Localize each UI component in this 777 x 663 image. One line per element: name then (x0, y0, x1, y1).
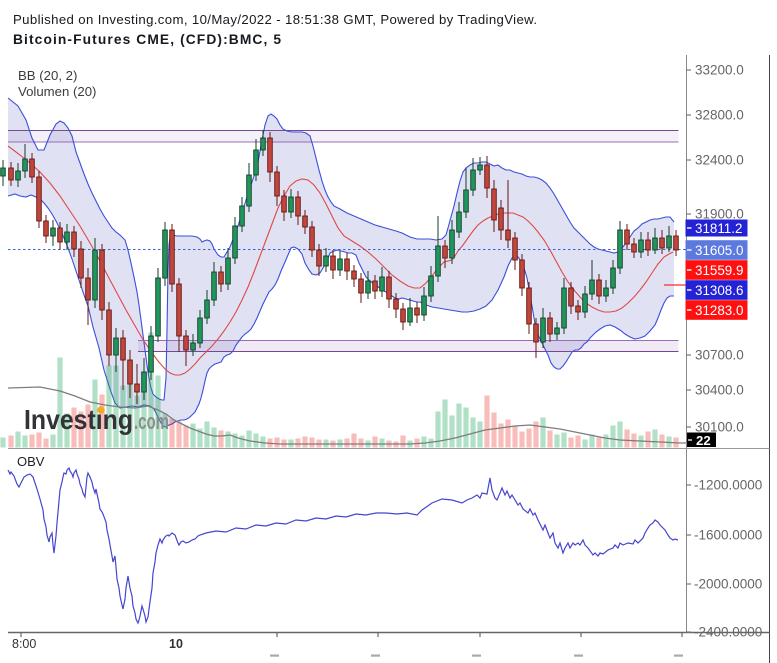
svg-text:31308.6: 31308.6 (695, 283, 743, 298)
svg-text:32400.0: 32400.0 (695, 153, 744, 168)
svg-text:10: 10 (169, 637, 183, 651)
svg-text:31900.0: 31900.0 (695, 207, 744, 222)
svg-text:OBV: OBV (17, 454, 45, 469)
svg-text:Bitcoin-Futures CME, (CFD):BMC: Bitcoin-Futures CME, (CFD):BMC, 5 (13, 32, 281, 47)
svg-text:-1600.0000: -1600.0000 (694, 528, 762, 543)
svg-text:-2000.0000: -2000.0000 (694, 577, 762, 592)
svg-text:Volumen (20): Volumen (20) (18, 84, 96, 99)
svg-text:Published on Investing.com, 10: Published on Investing.com, 10/May/2022 … (13, 12, 537, 27)
svg-text:22: 22 (696, 433, 711, 448)
svg-text:30700.0: 30700.0 (695, 348, 744, 363)
svg-text:31559.9: 31559.9 (695, 263, 743, 278)
svg-text:.com: .com (134, 409, 169, 434)
svg-text:31605.0: 31605.0 (695, 243, 743, 258)
svg-text:31811.2: 31811.2 (695, 221, 742, 236)
svg-text:31283.0: 31283.0 (695, 303, 743, 318)
svg-text:8:00: 8:00 (12, 637, 36, 651)
svg-text:30400.0: 30400.0 (695, 383, 744, 398)
svg-text:-1200.0000: -1200.0000 (694, 478, 762, 493)
svg-text:32800.0: 32800.0 (695, 108, 744, 123)
svg-text:30100.0: 30100.0 (695, 420, 744, 435)
svg-text:BB (20, 2): BB (20, 2) (18, 68, 77, 83)
svg-text:Investing: Investing (24, 404, 133, 435)
svg-text:33200.0: 33200.0 (695, 63, 744, 78)
svg-text:-2400.0000: -2400.0000 (694, 625, 762, 640)
